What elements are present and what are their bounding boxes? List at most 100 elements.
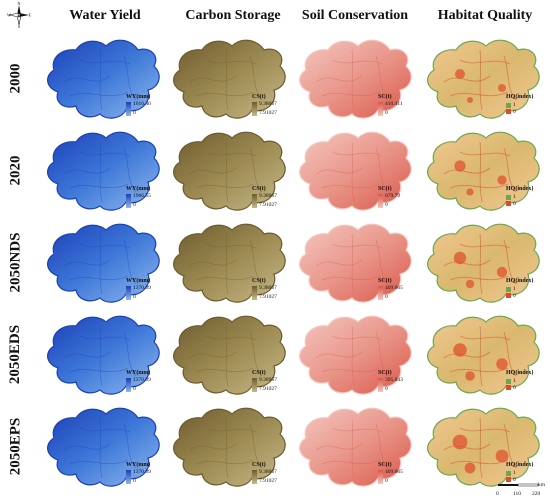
urban-hotspot (496, 358, 508, 370)
row-label-text: 2050EDS (7, 324, 24, 384)
terrain-line (443, 259, 491, 267)
terrain-line (351, 325, 355, 387)
row-label-2000: 2000 (2, 30, 30, 126)
map-wy-2050eps (47, 407, 160, 487)
legend-title: WY(mm) (126, 462, 151, 468)
terrain-line (123, 331, 137, 377)
region-shape (299, 39, 412, 119)
legend-title: SC(t) (378, 94, 392, 100)
legend-min-value: 0 (133, 293, 136, 300)
terrain-line (351, 417, 355, 479)
legend-wy: WY(mm) 1370.09 0 (126, 462, 151, 484)
map-cell-hq-2050eds: HQ(index) 1 0 (420, 306, 548, 398)
terrain-line (123, 239, 137, 285)
row-label-2050eds: 2050EDS (2, 306, 30, 402)
row-label-text: 2050EPS (7, 417, 24, 475)
column-title-habitat-quality: Habitat Quality (437, 8, 533, 23)
legend-value: 1 (513, 102, 516, 108)
terrain-line (69, 459, 129, 465)
region-shape (299, 315, 412, 395)
legend-max-value: 1370.09 (133, 377, 151, 383)
terrain-line (249, 423, 263, 469)
row-label-2050eps: 2050EPS (2, 398, 30, 494)
map-cell-cs-2050eds: CS(t) 9.38067 7.91027 (166, 306, 294, 398)
urban-hotspot (467, 97, 473, 103)
map-hq-2050eps (427, 407, 540, 487)
urban-hotspot (465, 371, 475, 381)
legend-value: 1 (513, 286, 516, 292)
legend-item-low: 0 (506, 201, 516, 208)
terrain-line (63, 259, 111, 267)
legend-title: CS(t) (252, 94, 266, 100)
terrain-line (315, 259, 363, 267)
legend-wy: WY(mm) 1966.55 0 (126, 186, 151, 208)
terrain-line (449, 91, 509, 97)
terrain-line (195, 91, 255, 97)
map-cell-sc-2050eds: SC(t) 395.643 0 (292, 306, 420, 398)
legend-title: HQ(index) (506, 186, 534, 192)
legend-max-value: 9.38067 (259, 101, 277, 107)
region-shape (427, 223, 540, 303)
urban-hotspot (497, 175, 507, 185)
legend-max-value: 395.643 (385, 377, 403, 383)
legend-title: HQ(index) (506, 370, 534, 376)
terrain-line (503, 239, 517, 285)
map-sc-2050eds (299, 315, 412, 395)
terrain-line (375, 423, 389, 469)
legend-max-value: 1370.09 (133, 285, 151, 291)
terrain-line (249, 55, 263, 101)
legend-min-value: 7.91027 (259, 477, 277, 484)
legend-title: SC(t) (378, 370, 392, 376)
terrain-line (195, 183, 255, 189)
legend-item-low: 0 (506, 477, 516, 484)
terrain-line (189, 259, 237, 267)
row-label-text: 2000 (7, 63, 24, 93)
terrain-line (225, 49, 229, 111)
legend-max-value: 1016.46 (133, 101, 151, 107)
map-cs-2050eps (173, 407, 286, 487)
scale-tick-2: 220 (532, 491, 541, 497)
terrain-line (225, 233, 229, 295)
legend-swatch (506, 385, 511, 391)
urban-hotspot (496, 266, 508, 278)
terrain-line (63, 75, 111, 83)
compass-rose-icon: N S W E (7, 1, 32, 29)
legend-value: 1 (513, 194, 516, 200)
region-shape (47, 131, 160, 211)
legend-value: 1 (513, 378, 516, 384)
legend-cs: CS(t) 9.38067 7.91027 (252, 186, 277, 208)
legend-title: WY(mm) (126, 94, 151, 100)
legend-min-value: 0 (133, 201, 136, 208)
urban-hotspot (453, 343, 467, 357)
legend-title: WY(mm) (126, 370, 151, 376)
map-cell-sc-2050nds: SC(t) 409.665 0 (292, 214, 420, 306)
legend-value: 0 (513, 200, 516, 207)
legend-max-value: 409.665 (385, 285, 403, 291)
terrain-line (375, 239, 389, 285)
terrain-line (123, 55, 137, 101)
map-cell-hq-2050nds: HQ(index) 1 0 (420, 214, 548, 306)
map-cs-2020 (173, 131, 286, 211)
terrain-line (443, 75, 491, 83)
legend-min-value: 0 (385, 385, 388, 392)
legend-max-value: 9.38067 (259, 469, 277, 475)
terrain-line (63, 351, 111, 359)
map-cell-wy-2050eds: WY(mm) 1370.09 0 (40, 306, 168, 398)
map-cell-cs-2000: CS(t) 9.38067 7.91027 (166, 30, 294, 122)
legend-title: SC(t) (378, 462, 392, 468)
map-cell-cs-2050eps: CS(t) 9.38067 7.91027 (166, 398, 294, 490)
legend-min-value: 7.91027 (259, 293, 277, 300)
legend-max-value: 679.79 (385, 193, 401, 199)
map-cs-2050eds (173, 315, 286, 395)
terrain-line (189, 167, 237, 175)
terrain-line (63, 443, 111, 451)
row-label-2020: 2020 (2, 122, 30, 218)
legend-color-ramp (252, 194, 257, 208)
terrain-line (321, 367, 381, 373)
legend-color-ramp (126, 470, 131, 484)
legend-max-value: 9.38067 (259, 285, 277, 291)
region-shape (173, 315, 286, 395)
map-cell-sc-2050eps: SC(t) 409.665 0 (292, 398, 420, 490)
urban-hotspot (452, 434, 468, 450)
region-shape (47, 223, 160, 303)
